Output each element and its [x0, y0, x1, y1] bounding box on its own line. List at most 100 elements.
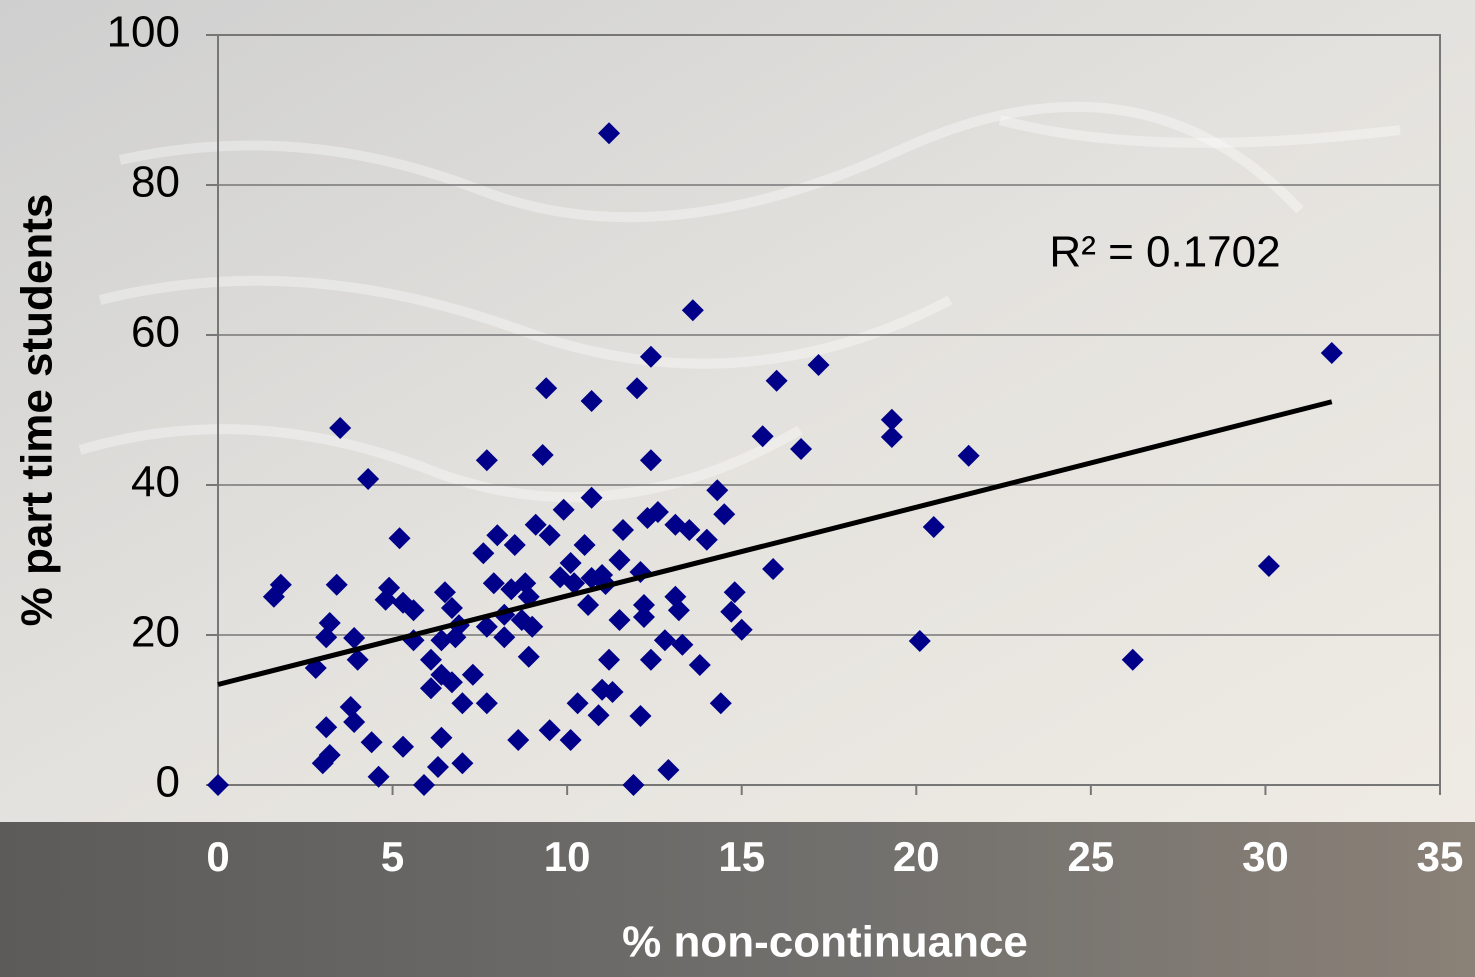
point [430, 726, 453, 749]
point [957, 444, 980, 467]
point [325, 573, 348, 596]
point [1257, 555, 1280, 577]
point [412, 774, 435, 796]
point [720, 600, 743, 623]
point [790, 438, 813, 460]
background-band [0, 822, 1475, 977]
x-tick-label: 30 [1242, 833, 1289, 880]
y-tick-label: 0 [156, 758, 180, 807]
point [524, 513, 547, 536]
point [517, 645, 540, 668]
x-tick-label: 10 [544, 833, 591, 880]
point [531, 444, 554, 466]
point [433, 581, 456, 604]
point [475, 692, 498, 715]
point [639, 345, 662, 368]
point [880, 426, 903, 448]
point [360, 731, 383, 754]
point [1320, 342, 1343, 364]
point [612, 519, 635, 541]
point [622, 774, 645, 796]
point [632, 606, 655, 628]
point [598, 648, 621, 671]
point [311, 752, 334, 775]
point [339, 696, 362, 718]
point [262, 585, 285, 608]
point [608, 609, 631, 631]
x-axis-title: % non-continuance [622, 918, 1028, 967]
point [1121, 648, 1144, 671]
point [315, 626, 338, 649]
point [392, 735, 415, 758]
x-tick-label: 20 [893, 833, 940, 880]
point [419, 648, 442, 671]
point [807, 354, 830, 376]
point [440, 671, 463, 694]
y-tick-label: 100 [107, 8, 180, 57]
point [402, 599, 425, 622]
point [426, 756, 449, 778]
background [0, 0, 1475, 822]
sand-ripples [78, 101, 1401, 503]
point [440, 597, 463, 619]
point [367, 765, 390, 788]
x-tick-label: 0 [206, 833, 229, 880]
point [580, 486, 603, 509]
y-tick-label: 20 [131, 608, 180, 657]
point [681, 299, 704, 322]
point [657, 759, 680, 781]
point [730, 618, 753, 641]
point [559, 552, 582, 574]
point [573, 534, 596, 556]
x-tick-label: 25 [1067, 833, 1114, 880]
x-tick-label: 5 [381, 833, 404, 880]
point [343, 711, 366, 733]
point [482, 572, 505, 595]
point [706, 479, 729, 502]
point [587, 704, 610, 727]
point [538, 719, 561, 742]
point [632, 594, 655, 616]
point [639, 648, 662, 671]
point [671, 633, 694, 656]
point [598, 122, 621, 145]
point [444, 626, 467, 649]
point [678, 519, 701, 541]
point [419, 677, 442, 700]
point [475, 615, 498, 638]
point [695, 528, 718, 551]
point [580, 567, 603, 589]
point [507, 729, 530, 751]
point [908, 630, 931, 652]
point [486, 524, 509, 547]
point [346, 648, 369, 671]
point [329, 417, 352, 439]
point [559, 729, 582, 751]
point [580, 390, 603, 412]
point [500, 578, 523, 601]
point [374, 588, 397, 611]
point [503, 534, 526, 556]
point [388, 527, 411, 550]
point [563, 572, 586, 595]
point [538, 524, 561, 547]
point [765, 369, 788, 392]
point [629, 705, 652, 727]
trendline [217, 399, 1333, 687]
point [472, 542, 495, 565]
point [451, 752, 474, 775]
point [639, 449, 662, 472]
y-tick-label: 40 [131, 458, 180, 507]
point [493, 626, 516, 649]
point [451, 692, 474, 715]
x-tick-label: 15 [718, 833, 765, 880]
point [608, 549, 631, 571]
point [521, 615, 544, 638]
y-tick-label: 60 [131, 308, 180, 357]
r-squared-annotation: R² = 0.1702 [1049, 228, 1280, 277]
point [688, 654, 711, 676]
x-tick-label: 35 [1417, 833, 1464, 880]
point [625, 377, 648, 400]
y-axis-title: % part time students [13, 194, 62, 627]
